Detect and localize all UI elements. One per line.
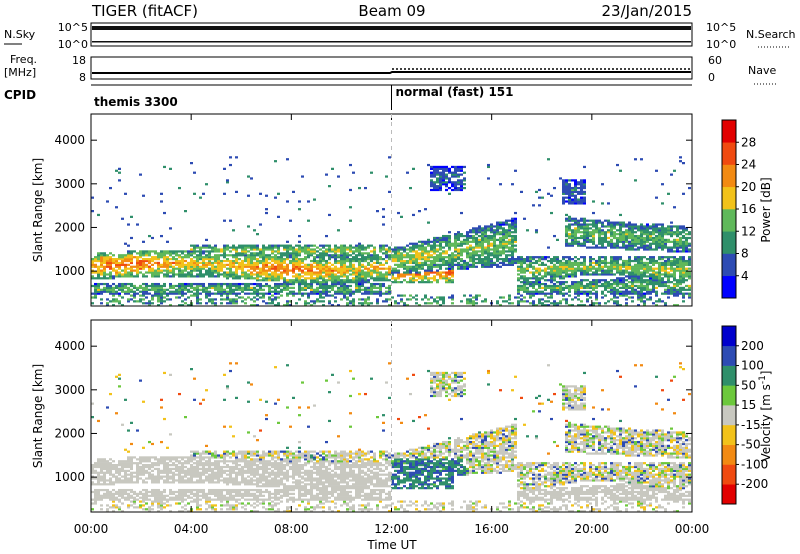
velocity-colorbar-swatch-1 — [722, 464, 736, 485]
mode-label-0: themis 3300 — [94, 95, 178, 109]
velocity-colorbar: -200 -100 -50 -15 15 50 100 200 — [721, 325, 768, 505]
velocity-axes: 1000 2000 3000 4000 — [54, 320, 693, 512]
nsky-strip: N.Sky 10^5 10^0 10^5 10^0 N.Search — [4, 21, 796, 51]
nsearch-trace — [92, 41, 691, 43]
velocity-colorbar-tick-3: -15 — [741, 418, 761, 432]
power-colorbar-tick-2: 12 — [741, 224, 756, 238]
time-axis-label: Time UT — [366, 538, 417, 552]
time-axis: 00:00 04:00 08:00 12:00 16:00 20:00 00:00 — [74, 522, 710, 536]
power-axes: 1000 2000 3000 4000 — [54, 114, 693, 306]
velocity-colorbar-swatch-0 — [722, 484, 736, 505]
velocity-ytick-2: 3000 — [54, 383, 85, 397]
mode-label-1: normal (fast) 151 — [396, 85, 514, 99]
freq-label-1: Freq. — [10, 53, 37, 66]
freq-tick-top: 18 — [72, 54, 86, 67]
velocity-ylabel: Slant Range [km] — [31, 364, 45, 468]
power-colorbar-swatch-7 — [722, 120, 736, 143]
time-tick-4: 16:00 — [474, 522, 509, 536]
cpid-label: CPID — [4, 88, 36, 102]
power-colorbar-tick-3: 16 — [741, 202, 756, 216]
nsky-tick-top: 10^5 — [58, 21, 88, 34]
power-colorbar-tick-4: 20 — [741, 180, 756, 194]
power-colorbar-swatch-0 — [722, 275, 736, 299]
freq-label-2: [MHz] — [4, 66, 36, 79]
power-ytick-0: 1000 — [54, 264, 85, 278]
power-ytick-2: 3000 — [54, 177, 85, 191]
velocity-colorbar-swatch-6 — [722, 365, 736, 386]
time-tick-3: 12:00 — [374, 522, 409, 536]
power-colorbar-tick-1: 8 — [741, 247, 749, 261]
power-colorbar-label: Power [dB] — [759, 177, 773, 242]
power-colorbar-swatch-3 — [722, 209, 736, 232]
radar-title: TIGER (fitACF) — [91, 2, 198, 20]
power-heatmap — [91, 156, 691, 306]
velocity-colorbar-swatch-3 — [722, 424, 736, 445]
velocity-ytick-0: 1000 — [54, 470, 85, 484]
beam-title: Beam 09 — [358, 2, 425, 20]
power-colorbar-swatch-4 — [722, 186, 736, 210]
velocity-colorbar-tick-0: -200 — [741, 477, 768, 491]
velocity-heatmap — [91, 362, 691, 512]
power-colorbar-swatch-6 — [722, 142, 736, 165]
power-ytick-3: 4000 — [54, 133, 85, 147]
velocity-colorbar-tick-6: 100 — [741, 359, 764, 373]
velocity-colorbar-tick-1: -100 — [741, 457, 768, 471]
nsearch-tick-bottom: 10^0 — [706, 38, 736, 51]
nave-tick-bottom: 0 — [708, 71, 715, 84]
velocity-colorbar-swatch-2 — [722, 444, 736, 465]
nsky-tick-bottom: 10^0 — [58, 38, 88, 51]
velocity-colorbar-swatch-4 — [722, 405, 736, 426]
power-colorbar-swatch-1 — [722, 253, 736, 277]
power-ylabel: Slant Range [km] — [31, 158, 45, 262]
freq-trace — [92, 71, 691, 74]
velocity-colorbar-swatch-8 — [722, 326, 736, 347]
velocity-colorbar-swatch-7 — [722, 345, 736, 366]
velocity-ytick-3: 4000 — [54, 339, 85, 353]
power-panel: 1000 2000 3000 4000 Slant Range [km] 4 8 12 16… — [31, 113, 773, 307]
cpid-strip: CPID themis 3300 normal (fast) 151 — [4, 84, 692, 110]
velocity-colorbar-tick-5: 50 — [741, 378, 756, 392]
time-tick-2: 08:00 — [274, 522, 309, 536]
time-tick-6: 00:00 — [675, 522, 710, 536]
nsearch-label: N.Search — [746, 28, 796, 41]
power-ytick-1: 2000 — [54, 220, 85, 234]
nsearch-tick-top: 10^5 — [706, 21, 736, 34]
power-colorbar-tick-0: 4 — [741, 269, 749, 283]
nave-tick-top: 60 — [708, 54, 722, 67]
velocity-colorbar-tick-2: -50 — [741, 438, 761, 452]
velocity-colorbar-swatch-5 — [722, 385, 736, 406]
freq-strip: Freq. [MHz] 18 8 60 0 Nave — [4, 53, 778, 85]
time-tick-5: 20:00 — [575, 522, 610, 536]
date-title: 23/Jan/2015 — [602, 2, 693, 20]
power-colorbar-swatch-5 — [722, 164, 736, 188]
power-colorbar-tick-6: 28 — [741, 135, 756, 149]
power-colorbar: 4 8 12 16 20 24 28 — [721, 119, 756, 299]
velocity-panel: 1000 2000 3000 4000 Slant Range [km] -200 -1… — [31, 319, 773, 513]
velocity-colorbar-tick-7: 200 — [741, 339, 764, 353]
time-tick-1: 04:00 — [174, 522, 209, 536]
power-colorbar-tick-5: 24 — [741, 158, 756, 172]
velocity-colorbar-tick-4: 15 — [741, 398, 756, 412]
time-tick-0: 00:00 — [74, 522, 109, 536]
nave-label: Nave — [748, 64, 776, 77]
nsky-label: N.Sky — [4, 28, 36, 41]
power-colorbar-swatch-2 — [722, 231, 736, 254]
nsky-trace — [92, 26, 691, 30]
velocity-ytick-1: 2000 — [54, 426, 85, 440]
velocity-colorbar-label: Velocity [m s-1] — [758, 371, 773, 462]
freq-tick-bottom: 8 — [79, 71, 86, 84]
